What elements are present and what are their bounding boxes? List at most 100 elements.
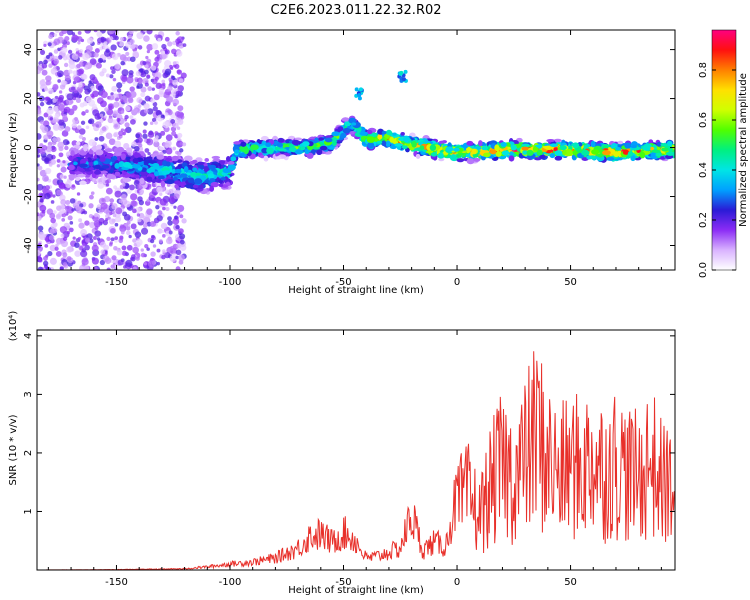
spectrogram-cell	[75, 141, 81, 146]
spectrogram-cell	[46, 107, 54, 115]
spectrogram-cell	[622, 149, 630, 155]
spectrogram-cell	[84, 244, 90, 251]
spectrogram-cell	[114, 162, 120, 169]
spectrogram-cell	[143, 159, 149, 166]
colorbar	[711, 29, 737, 271]
spectrogram-cell	[122, 211, 128, 217]
spectrogram-cell	[151, 43, 159, 50]
spectrogram-cell	[74, 171, 83, 175]
spectrogram-cell	[399, 70, 404, 75]
spectrogram-cell	[138, 68, 144, 73]
spectrogram-cell	[204, 158, 210, 162]
spectrogram-cell	[218, 183, 224, 188]
spectrogram-cell	[78, 218, 83, 223]
spectrogram-cell	[146, 50, 150, 54]
spectrogram-cell	[111, 85, 118, 92]
spectrogram-cell	[53, 33, 58, 37]
spectrogram-cell	[121, 69, 129, 77]
spectrogram-cell	[149, 160, 157, 164]
spectrogram-cell	[381, 130, 387, 135]
x-tick-label: 50	[564, 277, 577, 288]
spectrogram-cell	[147, 151, 151, 156]
spectrogram-cell	[140, 86, 147, 93]
spectrogram-cell	[554, 150, 563, 156]
spectrogram-heatmap	[37, 30, 675, 270]
spectrogram-cell	[47, 88, 54, 95]
spectrogram-cell	[153, 141, 160, 148]
spectrogram-cell	[69, 227, 74, 233]
spectrogram-cell	[306, 152, 314, 159]
spectrogram-cell	[116, 41, 120, 45]
spectrogram-cell	[55, 237, 63, 245]
spectrogram-cell	[180, 72, 187, 79]
spectrogram-cell	[340, 132, 347, 139]
spectrogram-cell	[157, 37, 162, 42]
spectrogram-cell	[101, 126, 107, 131]
spectrogram-cell	[162, 206, 166, 211]
spectrogram-cell	[156, 261, 160, 266]
spectrogram-cell	[104, 107, 109, 112]
spectrogram-cell	[177, 105, 184, 112]
spectrogram-cell	[142, 133, 148, 139]
spectrogram-cell	[324, 137, 333, 143]
spectrogram-cell	[539, 154, 546, 159]
spectrogram-cell	[329, 146, 335, 150]
spectrogram-cell	[169, 245, 175, 251]
spectrogram-cell	[129, 38, 135, 45]
spectrogram-cell	[60, 199, 67, 206]
spectrogram-cell	[367, 142, 375, 149]
spectrogram-cell	[41, 145, 48, 151]
spectrogram-cell	[62, 55, 68, 61]
x-tick-label: -100	[219, 277, 242, 288]
spectrogram-cell	[52, 118, 57, 124]
spectrogram-cell	[48, 63, 53, 68]
spectrogram-cell	[108, 94, 115, 101]
spectrogram-cell	[93, 212, 99, 218]
spectrogram-cell	[130, 223, 137, 230]
y-tick-label: -20	[23, 188, 34, 204]
spectrogram-cell	[150, 251, 156, 257]
spectrogram-cell	[177, 118, 184, 125]
spectrogram-cell	[37, 133, 42, 140]
spectrogram-cell	[134, 231, 142, 238]
spectrogram-cell	[172, 98, 180, 106]
spectrogram-cell	[78, 48, 84, 54]
spectrogram-cell	[142, 223, 148, 228]
spectrogram-cell	[137, 45, 143, 50]
spectrogram-cell	[152, 101, 158, 107]
spectrogram-cell	[126, 220, 131, 225]
spectrogram-cell	[67, 49, 73, 55]
spectrogram-cell	[549, 143, 559, 148]
spectrogram-cell	[165, 157, 171, 162]
spectrogram-cell	[179, 214, 184, 219]
spectrogram-cell	[278, 148, 287, 152]
spectrogram-cell	[153, 94, 160, 101]
spectrogram-cell	[103, 41, 108, 46]
spectrogram-cell	[86, 37, 94, 44]
spectrogram-cell	[119, 118, 126, 125]
spectrogram-cell	[108, 138, 116, 146]
spectrogram-cell	[544, 145, 553, 150]
spectrogram-cell	[266, 147, 274, 154]
spectrogram-cell	[144, 69, 149, 75]
spectrogram-cell	[276, 142, 283, 148]
spectrogram-cell	[57, 96, 64, 103]
spectrogram-cell	[118, 40, 125, 47]
spectrogram-cell	[71, 208, 75, 212]
spectrogram-cell	[50, 146, 57, 153]
spectrogram-cell	[100, 100, 107, 108]
spectrogram-cell	[509, 151, 515, 157]
snr-y-multiplier: (x10⁴)	[8, 311, 19, 342]
spectrogram-cell	[465, 153, 471, 158]
spectrogram-cell	[42, 260, 49, 267]
spectrogram-cell	[142, 215, 150, 223]
spectrogram-cell	[107, 216, 111, 220]
spectrogram-cell	[110, 227, 116, 234]
spectrogram-cell	[96, 31, 103, 38]
spectrogram-cell	[129, 56, 136, 63]
spectrogram-cell	[135, 256, 140, 261]
spectrogram-cell	[73, 76, 81, 84]
spectrogram-cell	[77, 41, 81, 45]
spectrogram-cell	[175, 224, 180, 230]
spectrogram-cell	[581, 149, 590, 156]
